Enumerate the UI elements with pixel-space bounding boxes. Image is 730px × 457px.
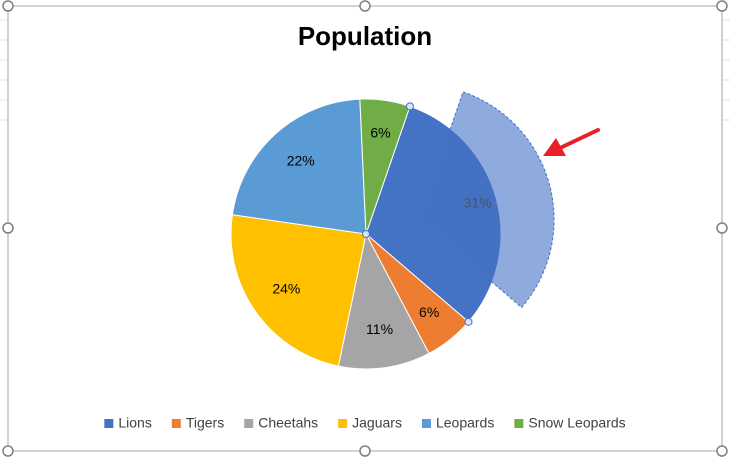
slice-handle (464, 317, 473, 326)
legend-label: Snow Leopards (528, 415, 625, 431)
data-label: 11% (366, 321, 393, 337)
legend-label: Jaguars (352, 415, 402, 431)
dragged-slice-preview (418, 91, 555, 309)
data-label: 31% (464, 194, 492, 210)
legend-marker (104, 419, 114, 428)
legend-label: Tigers (186, 415, 224, 431)
chart-title: Population (298, 21, 432, 51)
legend-marker (514, 419, 524, 428)
legend-marker (338, 419, 348, 428)
pie-slice (230, 214, 367, 367)
pie[interactable]: 31% 6% 11% 24% 22% 6% (230, 91, 555, 370)
legend: Lions Tigers Cheetahs Jaguars Leopards Snow L… (104, 415, 626, 431)
legend-label: Lions (118, 415, 151, 431)
slice-handle (405, 102, 414, 111)
legend-marker (244, 419, 254, 428)
slice-handle (362, 230, 370, 238)
data-label: 6% (419, 304, 439, 320)
sheet-grid (0, 19, 730, 121)
legend-label: Cheetahs (258, 415, 318, 431)
pie-slice (231, 98, 367, 235)
legend-marker (421, 419, 431, 428)
legend-marker (171, 419, 181, 428)
pie-slice (337, 232, 430, 370)
red-arrow (543, 128, 600, 156)
data-label: 22% (287, 153, 315, 169)
data-label: 24% (272, 280, 300, 296)
data-label: 6% (370, 124, 390, 140)
legend-label: Leopards (436, 415, 494, 431)
